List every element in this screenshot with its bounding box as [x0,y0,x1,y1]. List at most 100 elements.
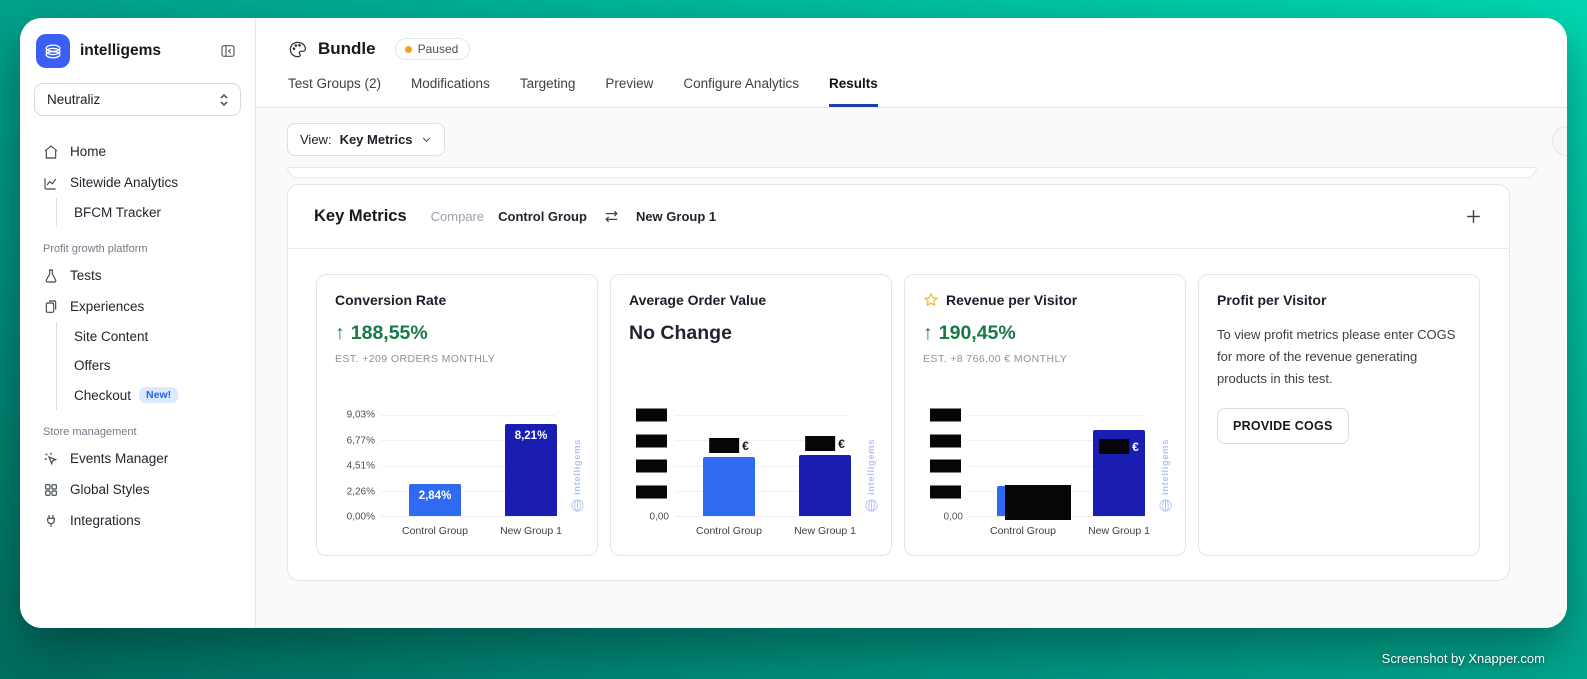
sidebar-item-bfcm-tracker[interactable]: BFCM Tracker [57,198,241,227]
x-tick: New Group 1 [794,525,856,537]
metric-title: Average Order Value [629,292,767,308]
bar-control-group: 2,84% [409,484,461,516]
redacted-y-tick [636,434,667,447]
x-tick: New Group 1 [1088,525,1150,537]
provide-cogs-button[interactable]: PROVIDE COGS [1217,408,1349,445]
floating-helper-button[interactable] [1552,126,1567,156]
sidebar-item-label: Integrations [70,513,141,528]
grid-icon [42,481,59,498]
redacted-y-tick [636,459,667,473]
sidebar-item-tests[interactable]: Tests [34,260,241,291]
metric-title: Revenue per Visitor [923,292,1167,308]
tab-targeting[interactable]: Targeting [519,76,576,91]
paused-dot-icon [404,45,412,53]
home-icon [42,143,59,160]
x-axis: Control Group New Group 1 [969,525,1150,539]
tab-preview[interactable]: Preview [605,76,654,91]
sidebar-subgroup: Site Content Offers Checkout New! [56,322,241,410]
sidebar-item-sitewide-analytics[interactable]: Sitewide Analytics [34,167,241,198]
bar-value-tag: € [805,436,845,452]
add-metric-plus-icon[interactable] [1464,207,1483,226]
y-tick: 4,51% [346,460,375,472]
up-arrow-icon: ↑ [923,322,933,344]
events-manager-icon [42,450,59,467]
metric-card-revenue-per-visitor: Revenue per Visitor ↑ 190,45% EST. +8 76… [904,274,1186,556]
sidebar-item-label: Sitewide Analytics [70,175,179,190]
app-window: intelligems Neutraliz [20,18,1567,628]
profit-cogs-message: To view profit metrics please enter COGS… [1217,327,1456,387]
experiences-icon [42,298,59,315]
bar-new-group-1: 8,21% [505,424,557,516]
bar-value-label: 8,21% [514,430,548,443]
sidebar-item-label: Home [70,144,107,159]
sidebar-item-label: Events Manager [70,451,169,466]
metric-estimate: EST. +8 766,00 € MONTHLY [923,353,1068,365]
tab-test-groups[interactable]: Test Groups (2) [288,76,382,91]
currency-unit: € [742,438,749,453]
metric-card-profit-per-visitor: Profit per Visitor To view profit metric… [1198,274,1480,556]
intelligems-watermark: intelligems [570,439,585,513]
redacted-y-tick [636,408,667,422]
previous-card-partial [287,167,1537,178]
metric-card-average-order-value: Average Order Value No Change 0,00 [610,274,892,556]
watermark-ring-icon [1159,499,1172,512]
compare-group-a[interactable]: Control Group [498,209,587,224]
watermark-ring-icon [865,499,878,512]
sidebar-item-site-content[interactable]: Site Content [57,322,241,351]
tab-results[interactable]: Results [828,76,878,107]
x-tick: Control Group [696,525,762,537]
redacted-y-tick [930,408,961,422]
sidebar-item-label: Tests [70,268,102,283]
y-tick: 2,26% [346,486,375,497]
view-selector-button[interactable]: View: Key Metrics [287,123,445,156]
status-badge: Paused [394,38,471,60]
sidebar-item-checkout[interactable]: Checkout New! [57,380,241,410]
sidebar-item-integrations[interactable]: Integrations [34,505,241,536]
sidebar-item-events-manager[interactable]: Events Manager [34,443,241,474]
currency-unit: € [1132,439,1139,454]
sidebar-item-label: Site Content [74,329,149,344]
plot-area: 2,84% 8,21% [381,415,557,517]
sidebar-item-label: Checkout [74,387,132,403]
metric-card-conversion-rate: Conversion Rate ↑ 188,55% EST. +209 ORDE… [316,274,598,556]
page-header: Bundle Paused Test Groups (2) Modificati… [256,18,1567,108]
sidebar: intelligems Neutraliz [20,18,256,628]
redacted-value [805,436,836,452]
sidebar-item-offers[interactable]: Offers [57,351,241,380]
currency-unit: € [838,436,845,451]
metric-estimate [629,353,873,366]
x-tick: Control Group [990,525,1056,537]
sidebar-section-label: Profit growth platform [43,243,148,255]
main-area: Bundle Paused Test Groups (2) Modificati… [256,18,1567,628]
metric-delta: ↑ 188,55% [335,322,428,344]
star-icon[interactable] [923,292,939,308]
y-tick: 6,77% [346,435,375,446]
sidebar-item-global-styles[interactable]: Global Styles [34,474,241,505]
redacted-value [709,438,740,454]
sidebar-item-home[interactable]: Home [34,136,241,167]
workspace-selector[interactable]: Neutraliz [34,83,241,116]
tab-configure-analytics[interactable]: Configure Analytics [683,76,799,91]
sidebar-item-label: Experiences [70,299,145,314]
sidebar-collapse-icon[interactable] [217,40,239,62]
sidebar-item-label: Global Styles [70,482,150,497]
select-chevrons-icon [218,93,230,107]
results-content: View: Key Metrics Key Metrics Compare Co… [256,108,1567,628]
x-tick: Control Group [402,525,468,537]
redacted-control-bar-overlay [1005,485,1071,520]
conversion-rate-chart: 9,03% 6,77% 4,51% 2,26% 0,00% 2,84% [335,409,585,541]
key-metrics-header: Key Metrics Compare Control Group New Gr… [288,185,1509,249]
bar-new-group-1: € [1093,430,1145,516]
new-badge: New! [139,387,179,403]
tab-modifications[interactable]: Modifications [411,76,490,91]
swap-arrows-icon[interactable] [603,209,620,224]
status-label: Paused [417,42,459,56]
bar-value-label: 2,84% [418,490,452,503]
compare-group-b[interactable]: New Group 1 [635,209,717,224]
page-title: Bundle [318,39,376,58]
y-axis: 9,03% 6,77% 4,51% 2,26% 0,00% [335,410,377,523]
sidebar-item-experiences[interactable]: Experiences [34,291,241,322]
y-tick: 0,00% [346,511,375,523]
sidebar-item-label: BFCM Tracker [74,205,162,220]
